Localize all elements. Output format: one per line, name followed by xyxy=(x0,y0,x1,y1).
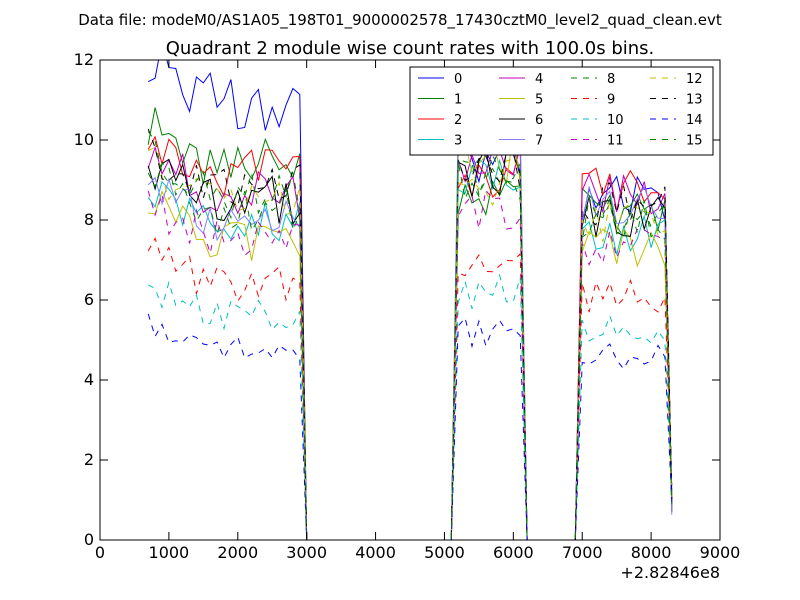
series-line-5 xyxy=(148,133,673,540)
legend-label-5: 5 xyxy=(535,93,543,108)
y-tick-label-5: 10 xyxy=(74,130,94,149)
x-tick-label-0: 0 xyxy=(95,543,105,562)
y-tick-label-2: 4 xyxy=(84,370,94,389)
x-tick-label-7: 7000 xyxy=(562,543,603,562)
legend-label-3: 3 xyxy=(454,134,462,149)
legend-label-8: 8 xyxy=(607,72,615,87)
legend-label-9: 9 xyxy=(607,93,615,108)
legend-label-7: 7 xyxy=(535,134,543,149)
series-line-1 xyxy=(147,107,673,540)
y-tick-label-6: 12 xyxy=(74,50,94,69)
legend-box xyxy=(409,66,714,156)
x-tick-label-6: 6000 xyxy=(493,543,534,562)
series-line-11 xyxy=(147,189,673,540)
x-tick-label-9: 9000 xyxy=(700,543,741,562)
x-tick-label-2: 2000 xyxy=(217,543,258,562)
series-line-8 xyxy=(147,161,673,540)
suptitle: Data file: modeM0/AS1A05_198T01_90000025… xyxy=(78,11,722,30)
series-line-9 xyxy=(147,237,673,540)
x-tick-label-1: 1000 xyxy=(149,543,190,562)
x-tick-label-5: 5000 xyxy=(424,543,465,562)
legend-label-10: 10 xyxy=(607,113,624,128)
legend-label-1: 1 xyxy=(454,93,462,108)
y-tick-label-1: 2 xyxy=(84,450,94,469)
legend-label-14: 14 xyxy=(686,113,703,128)
series-line-13 xyxy=(147,128,673,540)
legend-label-4: 4 xyxy=(535,72,543,87)
x-tick-label-8: 8000 xyxy=(631,543,672,562)
legend-label-13: 13 xyxy=(686,93,703,108)
plot-area xyxy=(147,60,673,540)
legend-label-0: 0 xyxy=(454,72,462,87)
series-line-15 xyxy=(147,131,673,540)
series-line-7 xyxy=(147,111,673,540)
legend-label-12: 12 xyxy=(686,72,703,87)
legend-label-6: 6 xyxy=(535,113,543,128)
y-tick-label-3: 6 xyxy=(84,290,94,309)
chart-title: Quadrant 2 module wise count rates with … xyxy=(166,38,655,59)
x-offset-label: +2.82846e8 xyxy=(620,563,720,582)
series-line-10 xyxy=(147,273,673,540)
legend-label-2: 2 xyxy=(454,113,462,128)
x-tick-label-4: 4000 xyxy=(355,543,396,562)
series-line-14 xyxy=(147,313,673,540)
x-tick-label-3: 3000 xyxy=(286,543,327,562)
y-tick-label-4: 8 xyxy=(84,210,94,229)
legend-label-11: 11 xyxy=(607,134,624,149)
legend-label-15: 15 xyxy=(686,134,703,149)
y-tick-label-0: 0 xyxy=(84,530,94,549)
x-axis: 0 1000 2000 3000 4000 5000 6000 7000 8000 9000 xyxy=(95,60,740,562)
